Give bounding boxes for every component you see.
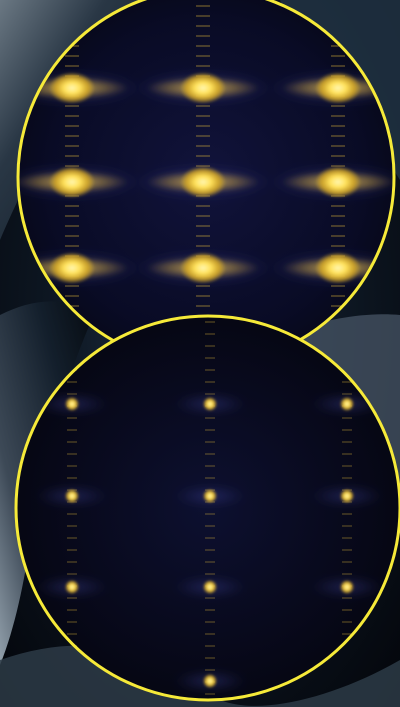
lower-spot-core — [340, 580, 354, 594]
lower-spot-core — [203, 397, 217, 411]
upper-diffraction-lens — [16, 0, 396, 367]
lower-spot-core — [65, 580, 79, 594]
lower-spot-core — [65, 489, 79, 503]
lower-spot-core — [340, 397, 354, 411]
lower-diffraction-lens — [14, 314, 400, 702]
lower-spot-core — [65, 397, 79, 411]
rock-texture-top-left — [0, 0, 150, 240]
lower-spot-core — [340, 489, 354, 503]
lower-spot-core — [203, 580, 217, 594]
lower-lens-outline — [14, 314, 400, 702]
lower-lens-fill — [16, 316, 400, 700]
lower-spot-core — [203, 489, 217, 503]
rock-texture-bottom-left — [0, 301, 95, 665]
lower-spot-core — [203, 674, 217, 688]
